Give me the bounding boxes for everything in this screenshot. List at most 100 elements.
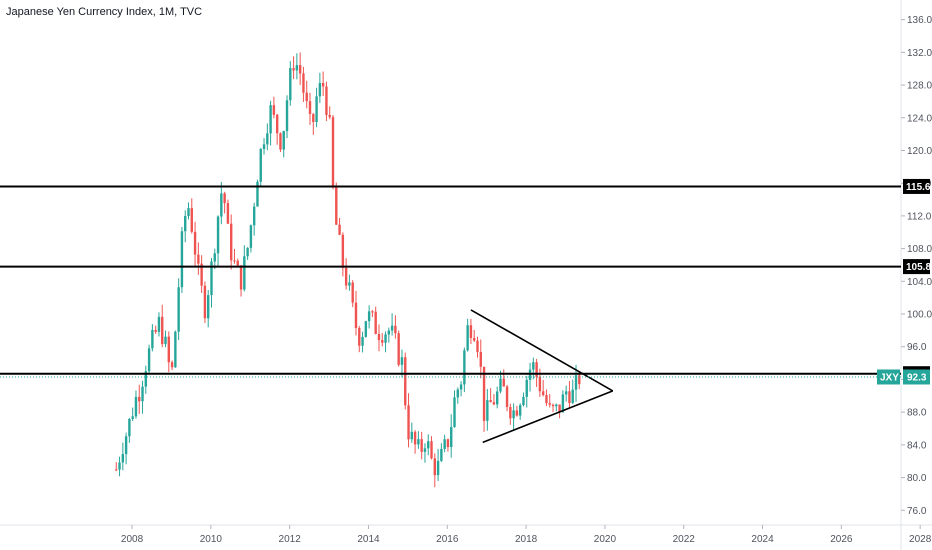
candle-body	[344, 267, 348, 286]
candle-body	[420, 439, 423, 452]
candle-body	[555, 404, 558, 407]
candle-body	[351, 282, 354, 303]
candle-body	[275, 114, 279, 134]
candle-body	[289, 68, 292, 101]
candle-body	[578, 375, 581, 385]
candle-body	[341, 234, 345, 268]
price-tick-label: 108.0	[907, 244, 932, 255]
candle-body	[239, 265, 243, 290]
candle-body	[446, 439, 450, 448]
candle-body	[170, 362, 174, 368]
candle-body	[308, 101, 312, 115]
candle-body	[180, 231, 184, 288]
price-axis[interactable]: 76.080.084.088.092.096.0100.0104.0108.01…	[901, 15, 932, 517]
candle-body	[364, 321, 368, 337]
candle-body	[450, 427, 453, 448]
candle-body	[384, 334, 387, 343]
candle-body	[440, 448, 443, 461]
candle-body	[229, 223, 233, 261]
candle-body	[249, 225, 253, 248]
candle-body	[144, 371, 148, 387]
candle-body	[279, 133, 282, 150]
candle-body	[443, 439, 446, 449]
chart-title: Japanese Yen Currency Index, 1M, TVC	[6, 6, 203, 18]
candle-body	[262, 144, 266, 150]
price-tick-label: 132.0	[907, 48, 932, 59]
candle-body	[128, 418, 131, 437]
level-price-tag	[903, 259, 930, 275]
time-tick-label: 2012	[279, 534, 302, 545]
candle-body	[456, 389, 459, 398]
candle-body	[177, 287, 180, 332]
candle-body	[282, 131, 285, 150]
candle-body	[394, 325, 397, 334]
candle-body	[325, 86, 328, 115]
candle-body	[331, 117, 335, 187]
candle-body	[131, 416, 134, 419]
candle-body	[459, 384, 463, 390]
candle-body	[124, 436, 128, 455]
candle-body	[492, 402, 496, 405]
price-tick-label: 96.0	[907, 342, 927, 353]
last-price-tag-label: 92.3	[907, 372, 927, 383]
candle-body	[436, 460, 440, 476]
candle-body	[499, 378, 502, 392]
candle-body	[174, 331, 177, 368]
candle-body	[466, 325, 469, 351]
candle-body	[256, 181, 259, 207]
candle-body	[121, 454, 125, 463]
candle-body	[390, 325, 394, 331]
candle-body	[535, 362, 538, 377]
price-tick-label: 124.0	[907, 113, 932, 124]
candle-body	[134, 396, 138, 417]
candle-body	[417, 439, 420, 445]
candle-body	[453, 397, 456, 428]
last-price-tag	[903, 369, 930, 385]
time-tick-label: 2016	[436, 534, 459, 545]
candle-body	[377, 333, 381, 341]
candles-group	[115, 52, 581, 488]
candle-body	[482, 366, 486, 421]
level-price-tag	[903, 178, 930, 194]
candle-body	[348, 282, 351, 286]
candle-body	[354, 302, 358, 328]
candle-body	[193, 231, 197, 255]
time-tick-label: 2026	[830, 534, 853, 545]
candle-body	[157, 316, 161, 332]
candle-body	[564, 391, 568, 395]
price-tick-label: 104.0	[907, 277, 932, 288]
candle-body	[298, 65, 302, 74]
candle-body	[272, 105, 276, 115]
candle-body	[335, 186, 338, 225]
candle-body	[515, 410, 519, 416]
price-tick-label: 84.0	[907, 440, 927, 451]
candle-body	[476, 340, 479, 353]
level-price-tag-label: 115.6	[906, 182, 931, 193]
symbol-tag-label: JXY	[880, 372, 899, 383]
candle-body	[302, 73, 305, 93]
candle-body	[161, 316, 164, 345]
time-axis[interactable]: 2008 2010 2012 2014 2016 2018 2020 2022 2024 2026…	[121, 525, 932, 545]
triangle-trendline[interactable]	[482, 390, 614, 444]
candle-body	[413, 431, 417, 445]
candle-body	[236, 260, 239, 266]
candle-body	[522, 396, 525, 406]
time-tick-label: 2020	[594, 534, 617, 545]
time-tick-label: 2008	[121, 534, 144, 545]
price-tick-label: 112.0	[907, 211, 932, 222]
time-tick-label: 2024	[751, 534, 774, 545]
candle-body	[518, 405, 522, 416]
candle-body	[410, 431, 414, 440]
level-price-tag-label: 105.8	[906, 262, 931, 273]
triangle-trendline[interactable]	[470, 309, 614, 392]
candle-body	[210, 261, 213, 296]
candle-body	[200, 263, 203, 286]
candle-body	[269, 105, 272, 134]
candle-body	[154, 329, 157, 332]
candle-body	[561, 394, 565, 413]
candle-body	[184, 215, 187, 232]
candle-body	[197, 254, 200, 264]
candle-body	[321, 83, 325, 87]
